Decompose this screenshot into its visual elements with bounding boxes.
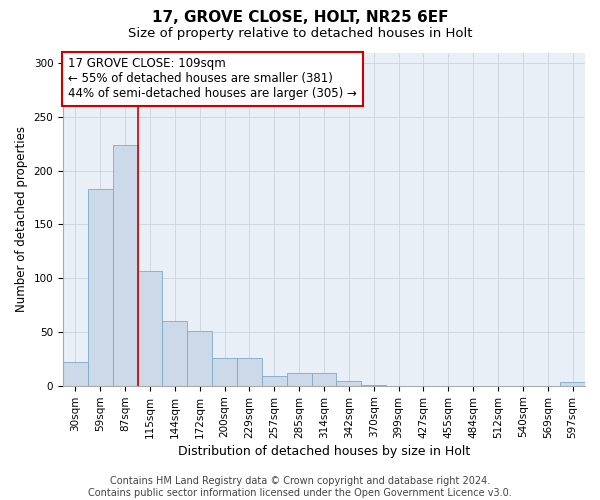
Bar xyxy=(113,145,137,386)
Bar xyxy=(163,321,187,386)
Text: 17, GROVE CLOSE, HOLT, NR25 6EF: 17, GROVE CLOSE, HOLT, NR25 6EF xyxy=(152,10,448,25)
Bar xyxy=(88,189,113,386)
Bar xyxy=(237,358,262,386)
Text: 17 GROVE CLOSE: 109sqm
← 55% of detached houses are smaller (381)
44% of semi-de: 17 GROVE CLOSE: 109sqm ← 55% of detached… xyxy=(68,58,357,100)
Bar xyxy=(361,384,386,386)
Bar xyxy=(287,373,311,386)
Bar xyxy=(187,331,212,386)
Text: Size of property relative to detached houses in Holt: Size of property relative to detached ho… xyxy=(128,28,472,40)
Bar xyxy=(560,382,585,386)
X-axis label: Distribution of detached houses by size in Holt: Distribution of detached houses by size … xyxy=(178,444,470,458)
Bar xyxy=(337,382,361,386)
Bar xyxy=(137,270,163,386)
Bar xyxy=(262,376,287,386)
Text: Contains HM Land Registry data © Crown copyright and database right 2024.
Contai: Contains HM Land Registry data © Crown c… xyxy=(88,476,512,498)
Y-axis label: Number of detached properties: Number of detached properties xyxy=(15,126,28,312)
Bar xyxy=(212,358,237,386)
Bar xyxy=(63,362,88,386)
Bar xyxy=(311,373,337,386)
